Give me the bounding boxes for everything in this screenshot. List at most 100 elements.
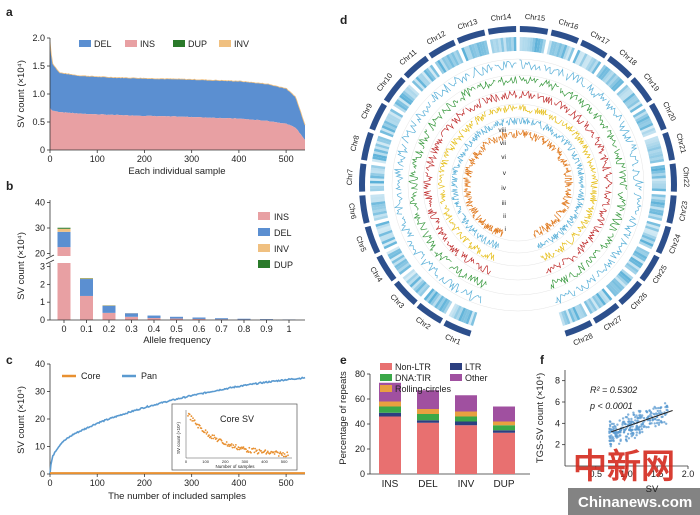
- d-chr-band: [618, 280, 642, 306]
- f-point: [641, 430, 644, 434]
- d-density-cell: [651, 170, 666, 174]
- d-density-cell: [614, 276, 627, 288]
- d-track-line: [493, 118, 504, 128]
- panel-letter-c: c: [6, 353, 13, 367]
- d-density-cell: [642, 129, 657, 138]
- b-bar-del: [215, 318, 228, 320]
- f-point: [639, 414, 642, 417]
- d-density-cell: [502, 37, 507, 52]
- d-density-cell: [651, 167, 666, 172]
- d-density-cell: [591, 295, 602, 309]
- d-density-cell: [644, 135, 659, 143]
- f-point: [609, 442, 612, 446]
- d-track-line: [434, 251, 452, 262]
- e-bar-rollingcircles: [417, 409, 439, 414]
- c-inset-point: [225, 441, 228, 443]
- b-bar-del: [237, 318, 251, 320]
- d-density-cell: [394, 101, 408, 112]
- d-density-cell: [649, 156, 664, 162]
- d-chr-band: [383, 77, 406, 103]
- e-bar-other: [417, 390, 439, 409]
- d-density-cell: [607, 282, 619, 295]
- d-track-line: [518, 117, 531, 125]
- d-density-cell: [646, 220, 661, 228]
- d-density-cell: [407, 84, 420, 96]
- d-chr-band: [487, 26, 517, 35]
- f-point: [609, 425, 612, 428]
- c-inset-point: [187, 415, 189, 417]
- d-track-line: [491, 227, 504, 237]
- d-chr-band: [550, 29, 580, 44]
- f-point: [608, 435, 611, 438]
- f-point: [666, 409, 669, 412]
- d-density-cell: [640, 236, 655, 245]
- d-chr-band: [592, 302, 620, 324]
- e-xtick-label: INS: [382, 479, 399, 490]
- d-chr-band: [639, 254, 660, 282]
- c-inset-point: [269, 452, 272, 455]
- d-chr-label: Chr5: [354, 235, 368, 253]
- a-xtick-label: 0: [47, 154, 52, 164]
- b-bar-del: [147, 315, 161, 319]
- f-point: [634, 416, 637, 419]
- d-density-cell: [371, 203, 386, 209]
- d-chr-label: Chr13: [456, 17, 478, 32]
- e-bar-nonltr: [417, 422, 439, 474]
- d-track-line: [448, 265, 468, 279]
- d-track-line: [587, 226, 602, 243]
- d-density-cell: [627, 98, 640, 110]
- d-chr-label: Chr6: [347, 202, 358, 219]
- c-xtick-label: 0: [47, 478, 52, 488]
- b-bar-ins: [192, 318, 206, 320]
- d-density-cell: [386, 246, 400, 255]
- d-density-cell: [372, 208, 387, 214]
- d-density-cell: [381, 125, 396, 133]
- d-density-cell: [461, 47, 469, 62]
- f-point: [624, 435, 628, 438]
- d-chr-band: [369, 102, 387, 131]
- panel-d-circos: Chr1Chr2Chr3Chr4Chr5Chr6Chr7Chr8Chr9Chr1…: [345, 12, 691, 348]
- d-track-line: [577, 219, 590, 233]
- d-density-cell: [372, 156, 387, 162]
- d-density-cell: [650, 203, 665, 209]
- d-track-line: [411, 150, 424, 169]
- c-inset-point: [248, 446, 251, 449]
- d-density-cell: [526, 37, 531, 52]
- d-chr-band: [519, 26, 549, 35]
- d-density-cell: [611, 279, 623, 292]
- f-point: [621, 423, 624, 426]
- b-legend-swatch-del: [258, 228, 270, 236]
- d-track-line: [547, 232, 559, 243]
- e-bar-other: [455, 395, 477, 412]
- f-ytick-label: 6: [555, 397, 560, 407]
- c-inset-point: [211, 434, 214, 437]
- d-track-line: [460, 86, 476, 102]
- d-track-line: [488, 137, 498, 144]
- d-track-line: [623, 216, 637, 239]
- panel-letter-b: b: [6, 179, 13, 193]
- a-xtick-label: 500: [279, 154, 294, 164]
- e-legend-swatch-other: [450, 374, 462, 381]
- c-inset-point: [215, 437, 218, 440]
- f-point: [638, 425, 641, 428]
- c-xtick-label: 500: [279, 478, 294, 488]
- d-density-cell: [463, 309, 471, 324]
- e-xtick-label: DUP: [493, 479, 514, 490]
- c-inset-point: [264, 449, 267, 452]
- e-ylabel: Percentage of repeats: [338, 371, 349, 465]
- d-density-cell: [371, 201, 386, 206]
- b-legend-del: DEL: [274, 228, 292, 238]
- d-guide-circle: [449, 116, 587, 254]
- d-track-line: [481, 93, 500, 104]
- e-legend: Non-LTR LTR DNA:TIR Other Rolling-circle…: [380, 362, 488, 394]
- f-pvalue: p < 0.0001: [589, 401, 633, 411]
- d-chr-label: Chr24: [667, 233, 683, 255]
- d-track-line: [435, 225, 448, 242]
- f-point: [640, 425, 643, 428]
- d-chr-band: [564, 320, 593, 337]
- d-density-cell: [370, 178, 385, 182]
- c-inset-point: [204, 429, 207, 431]
- d-chr-label: Chr21: [674, 132, 688, 154]
- d-density-cell: [473, 43, 481, 58]
- f-point: [663, 421, 666, 424]
